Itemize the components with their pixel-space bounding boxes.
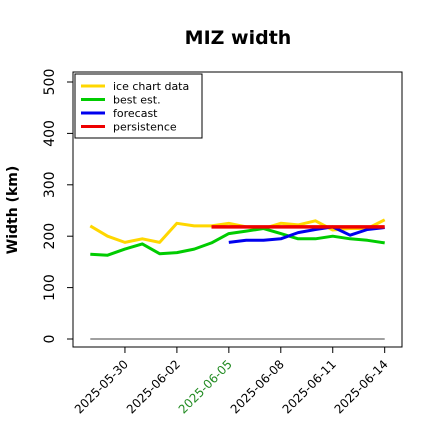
- legend-label-persistence: persistence: [113, 121, 177, 134]
- y-axis-label: Width (km): [5, 166, 21, 255]
- series-layer: [89, 218, 386, 340]
- legend-label-ice-chart-data: ice chart data: [113, 80, 189, 93]
- chart-title: MIZ width: [185, 27, 292, 49]
- series-line-forecast: [228, 225, 385, 244]
- x-tick-label: 2025-06-11: [280, 357, 339, 416]
- legend-label-forecast: forecast: [113, 107, 158, 120]
- y-tick-label: 100: [42, 274, 58, 301]
- plot-frame: [72, 71, 403, 348]
- y-tick-label: 0: [42, 335, 58, 344]
- x-axis: 2025-05-302025-06-022025-06-052025-06-08…: [72, 347, 391, 416]
- x-tick-label: 2025-06-14: [332, 357, 391, 416]
- y-tick-label: 500: [42, 69, 58, 96]
- x-tick-label: 2025-05-30: [72, 357, 131, 416]
- y-tick-label: 300: [42, 171, 58, 198]
- x-tick-label: 2025-06-02: [124, 357, 183, 416]
- legend-label-best-est: best est.: [113, 94, 161, 107]
- x-tick-label: 2025-06-05: [176, 357, 235, 416]
- y-tick-label: 200: [42, 223, 58, 250]
- x-tick-label: 2025-06-08: [228, 357, 287, 416]
- y-tick-label: 400: [42, 120, 58, 147]
- series-line-best-est: [90, 227, 385, 257]
- y-axis: 0 100 200 300 400 500: [42, 69, 73, 344]
